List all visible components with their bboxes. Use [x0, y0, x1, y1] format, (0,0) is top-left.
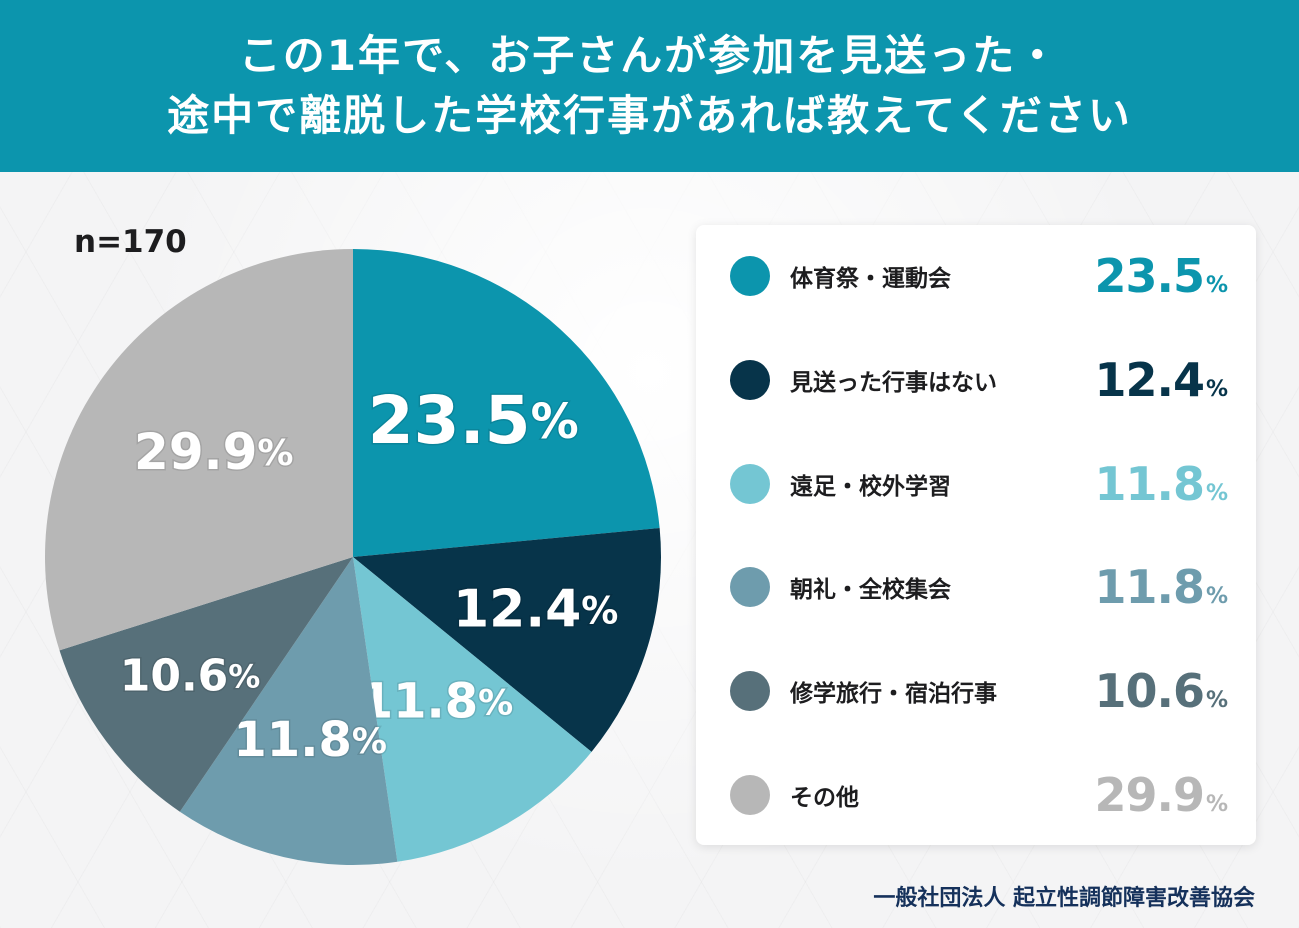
pie-data-label: 11.8%: [233, 712, 387, 768]
legend-dot: [730, 671, 770, 711]
title-line-2: 途中で離脱した学校行事があれば教えてください: [167, 91, 1132, 140]
legend-dot: [730, 360, 770, 400]
legend-label: その他: [790, 785, 859, 811]
legend-value-number: 11.8: [1094, 457, 1204, 511]
organization-credit: 一般社団法人 起立性調節障害改善協会: [873, 886, 1255, 911]
legend-dot: [730, 256, 770, 296]
legend-value: 11.8%: [1094, 560, 1228, 614]
legend-value: 29.9%: [1094, 768, 1228, 822]
legend: 体育祭・運動会 23.5% 見送った行事はない 12.4% 遠足・校外学習 11…: [696, 225, 1256, 845]
legend-item: 見送った行事はない 12.4%: [696, 350, 1256, 410]
pie-data-label: 12.4%: [453, 580, 618, 640]
legend-value-number: 29.9: [1094, 768, 1204, 822]
chart-title: この1年で、お子さんが参加を見送った・ 途中で離脱した学校行事があれば教えてくだ…: [0, 0, 1299, 172]
pie-chart: 23.5% 12.4% 11.8%11.8% 10.6% 29.9%: [45, 249, 661, 865]
legend-value-unit: %: [1205, 584, 1228, 609]
legend-label: 朝礼・全校集会: [790, 577, 951, 603]
legend-item: 遠足・校外学習 11.8%: [696, 454, 1256, 514]
pie-data-label: 23.5%: [368, 382, 579, 459]
legend-value-unit: %: [1205, 273, 1228, 298]
legend-value-unit: %: [1205, 688, 1228, 713]
pie-data-label: 10.6%: [120, 651, 261, 702]
legend-value: 23.5%: [1094, 249, 1228, 303]
legend-label: 見送った行事はない: [790, 370, 997, 396]
pie-slice: [353, 557, 592, 862]
pie-slice: [179, 557, 398, 865]
legend-value-unit: %: [1205, 481, 1228, 506]
legend-dot: [730, 775, 770, 815]
legend-value-number: 11.8: [1094, 560, 1204, 614]
pie-data-label: 11.8%: [360, 673, 514, 729]
pie-slice: [45, 249, 353, 651]
legend-value-number: 12.4: [1094, 353, 1204, 407]
pie-slice: [59, 557, 354, 812]
legend-value-unit: %: [1205, 792, 1228, 817]
pie-slice: [353, 249, 660, 557]
legend-value: 12.4%: [1094, 353, 1228, 407]
legend-value: 10.6%: [1094, 664, 1228, 718]
legend-value-unit: %: [1205, 377, 1228, 402]
legend-item: 体育祭・運動会 23.5%: [696, 246, 1256, 306]
legend-dot: [730, 464, 770, 504]
legend-value: 11.8%: [1094, 457, 1228, 511]
legend-dot: [730, 567, 770, 607]
legend-value-number: 23.5: [1094, 249, 1204, 303]
pie-data-label: 29.9%: [134, 423, 293, 481]
legend-label: 体育祭・運動会: [790, 266, 951, 292]
legend-item: その他 29.9%: [696, 765, 1256, 825]
title-line-1: この1年で、お子さんが参加を見送った・: [238, 31, 1061, 80]
legend-value-number: 10.6: [1094, 664, 1204, 718]
legend-item: 朝礼・全校集会 11.8%: [696, 557, 1256, 617]
legend-label: 遠足・校外学習: [790, 474, 951, 500]
legend-label: 修学旅行・宿泊行事: [790, 681, 997, 707]
pie-slice: [353, 528, 661, 752]
sample-size: n=170: [74, 224, 187, 260]
legend-item: 修学旅行・宿泊行事 10.6%: [696, 661, 1256, 721]
